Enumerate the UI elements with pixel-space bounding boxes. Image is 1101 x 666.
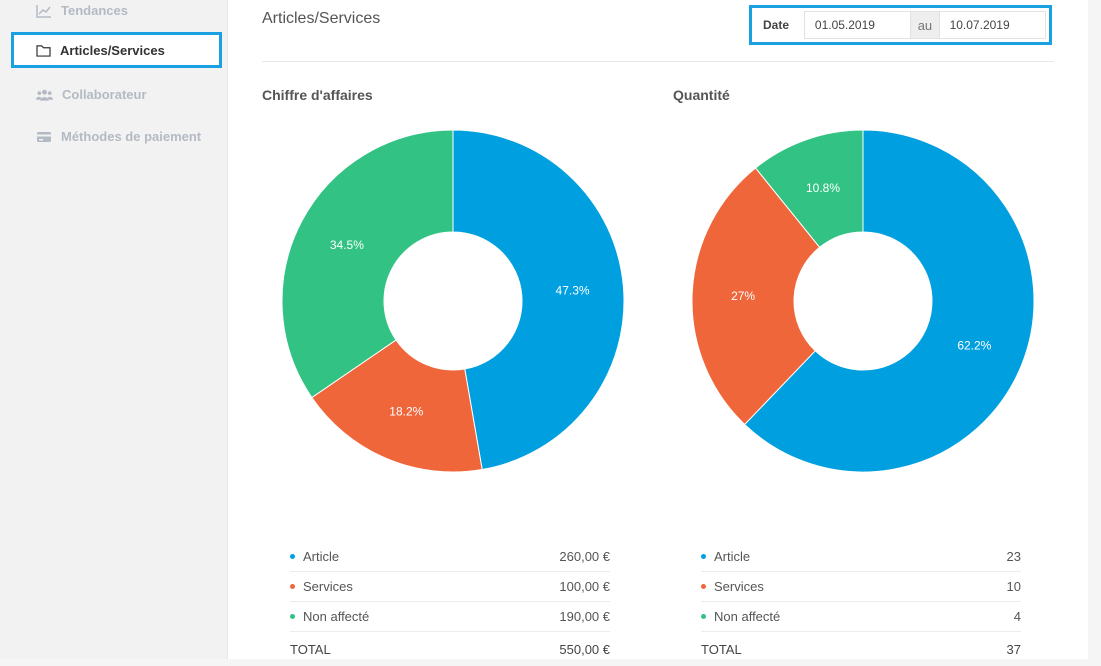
legend-dot [701, 584, 706, 589]
legend-chiffre-affaires: Article 260,00 € Services 100,00 € Non a… [290, 542, 610, 666]
sidebar-item-articles-services[interactable]: Articles/Services [11, 32, 222, 68]
date-separator: au [911, 11, 939, 39]
sidebar-item-tendances[interactable]: Tendances [36, 3, 128, 18]
donut-chart-chiffre-affaires: 47.3% 18.2% 34.5% [281, 129, 625, 473]
legend-quantite: Article 23 Services 10 Non affecté 4 TOT… [701, 542, 1021, 666]
sidebar-item-label: Articles/Services [60, 42, 165, 58]
slice-label-non-affecte: 10.8% [806, 181, 840, 195]
total-value: 550,00 € [559, 641, 610, 657]
legend-label: Article [303, 549, 340, 564]
sidebar-item-label: Tendances [61, 3, 128, 18]
legend-label: Services [303, 579, 353, 594]
pie-slice-article[interactable] [452, 129, 625, 471]
sidebar-item-label: Méthodes de paiement [61, 129, 202, 144]
date-from-input[interactable]: 01.05.2019 [803, 11, 912, 39]
main-content: Articles/Services Date 01.05.2019 au 10.… [228, 0, 1088, 659]
chart-title-quantite: Quantité [673, 87, 730, 103]
chart-title-chiffre-affaires: Chiffre d'affaires [262, 87, 373, 103]
legend-label: Non affecté [714, 609, 781, 624]
legend-label: Article [714, 549, 751, 564]
legend-row-non-affecte: Non affecté 190,00 € [290, 602, 610, 632]
legend-value: 23 [1006, 549, 1021, 564]
sidebar-item-collaborateur[interactable]: Collaborateur [36, 87, 147, 102]
legend-dot [290, 554, 295, 559]
pie-slice-services[interactable] [311, 339, 483, 473]
total-label: TOTAL [701, 641, 742, 657]
pie-slice-services[interactable] [691, 167, 821, 426]
slice-label-services: 27% [731, 289, 755, 303]
legend-row-services: Services 10 [701, 572, 1021, 602]
slice-label-non-affecte: 34.5% [330, 238, 364, 252]
slice-label-article: 62.2% [957, 339, 991, 353]
legend-dot [701, 554, 706, 559]
date-to-input[interactable]: 10.07.2019 [938, 11, 1046, 39]
legend-value: 10 [1006, 579, 1021, 594]
page-title: Articles/Services [262, 10, 381, 27]
users-icon [36, 89, 53, 101]
legend-value: 190,00 € [559, 609, 610, 624]
divider [262, 61, 1054, 62]
legend-label: Services [714, 579, 764, 594]
legend-row-non-affecte: Non affecté 4 [701, 602, 1021, 632]
legend-row-article: Article 260,00 € [290, 542, 610, 572]
legend-total-row: TOTAL 550,00 € [290, 632, 610, 666]
legend-row-services: Services 100,00 € [290, 572, 610, 602]
donut-chart-quantite: 62.2% 27% 10.8% [691, 129, 1035, 473]
legend-label: Non affecté [303, 609, 370, 624]
total-value: 37 [1006, 641, 1021, 657]
legend-value: 4 [1013, 609, 1021, 624]
legend-dot [290, 614, 295, 619]
legend-total-row: TOTAL 37 [701, 632, 1021, 666]
sidebar-item-methodes-paiement[interactable]: Méthodes de paiement [36, 129, 201, 144]
date-label: Date [763, 18, 790, 32]
slice-label-article: 47.3% [556, 284, 590, 298]
legend-dot [290, 584, 295, 589]
legend-row-article: Article 23 [701, 542, 1021, 572]
pie-slice-non-affecte[interactable] [281, 129, 454, 399]
pie-slice-non-affecte[interactable] [754, 129, 864, 249]
sidebar: Tendances Articles/Services Collaborateu… [0, 0, 228, 659]
sidebar-item-label: Collaborateur [62, 87, 147, 102]
pie-slice-article[interactable] [743, 129, 1035, 473]
folder-icon [36, 44, 51, 57]
chart-line-icon [36, 4, 51, 18]
date-range-filter: Date 01.05.2019 au 10.07.2019 [749, 5, 1052, 45]
legend-dot [701, 614, 706, 619]
scroll-gutter [1088, 0, 1101, 659]
credit-card-icon [37, 131, 51, 142]
legend-value: 260,00 € [559, 549, 610, 564]
legend-value: 100,00 € [559, 579, 610, 594]
slice-label-services: 18.2% [389, 405, 423, 419]
total-label: TOTAL [290, 641, 331, 657]
